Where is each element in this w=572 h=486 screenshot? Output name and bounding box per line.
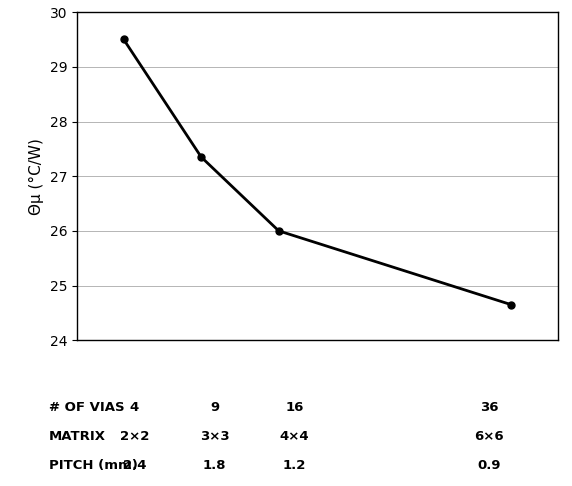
Text: 0.9: 0.9 <box>477 459 501 472</box>
Text: 9: 9 <box>210 401 219 414</box>
Text: 1.8: 1.8 <box>202 459 227 472</box>
Text: PITCH (mm): PITCH (mm) <box>49 459 137 472</box>
Y-axis label: Θμ (°C/W): Θμ (°C/W) <box>29 138 44 215</box>
Text: 36: 36 <box>480 401 498 414</box>
Text: 3×3: 3×3 <box>200 430 229 443</box>
Text: 16: 16 <box>285 401 304 414</box>
Text: 1.2: 1.2 <box>283 459 306 472</box>
Text: # OF VIAS: # OF VIAS <box>49 401 124 414</box>
Text: MATRIX: MATRIX <box>49 430 106 443</box>
Text: 2×2: 2×2 <box>120 430 149 443</box>
Text: 6×6: 6×6 <box>474 430 504 443</box>
Text: 2.4: 2.4 <box>122 459 146 472</box>
Text: 4: 4 <box>130 401 139 414</box>
Text: 4×4: 4×4 <box>280 430 309 443</box>
